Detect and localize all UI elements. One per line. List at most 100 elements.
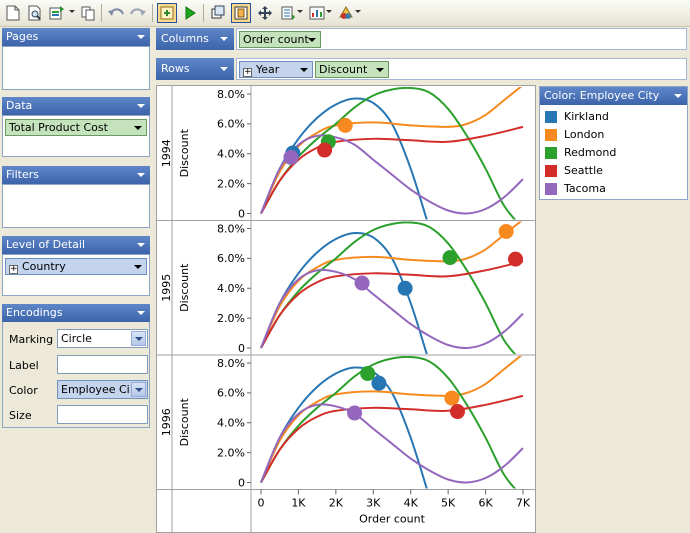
chevron-down-icon[interactable] — [376, 68, 384, 72]
chevron-down-icon[interactable] — [137, 35, 145, 39]
columns-field-label: Order count — [243, 33, 309, 46]
data-point-seattle-1995 — [508, 251, 524, 267]
trend-line-redmond — [260, 87, 517, 220]
layout-icon[interactable] — [307, 3, 327, 23]
trend-line-london — [260, 221, 523, 349]
export-icon[interactable] — [47, 3, 67, 23]
data-point-london-1996 — [444, 390, 460, 406]
chevron-down-icon[interactable] — [134, 126, 142, 130]
rows-discount-pill[interactable]: Discount — [315, 61, 389, 78]
y-tick-label: 4.0% — [217, 417, 245, 430]
color-field[interactable]: Employee Ci... — [57, 380, 148, 399]
y-tick-label: 4.0% — [217, 148, 245, 161]
columns-shelf[interactable]: Order count — [236, 28, 687, 50]
new-document-icon[interactable] — [3, 3, 23, 23]
legend-label: Tacoma — [564, 182, 606, 195]
chevron-down-icon[interactable] — [131, 331, 146, 346]
export-dropdown-arrow[interactable] — [69, 10, 75, 13]
pages-drop-area[interactable] — [2, 46, 150, 90]
y-axis-title: Discount — [178, 263, 191, 312]
data-point-london-1994 — [337, 117, 353, 133]
data-point-kirkland-1996 — [371, 375, 387, 391]
sort-icon[interactable] — [278, 3, 298, 23]
marking-select[interactable]: Circle — [57, 329, 148, 348]
filters-panel-header[interactable]: Filters — [2, 166, 150, 184]
rows-year-pill[interactable]: + Year — [239, 61, 313, 78]
columns-field-pill[interactable]: Order count — [239, 31, 321, 48]
data-drop-area[interactable]: Total Product Cost — [2, 115, 150, 157]
chevron-down-icon[interactable] — [131, 382, 146, 397]
data-field-pill[interactable]: Total Product Cost — [5, 119, 147, 136]
chevron-down-icon[interactable] — [137, 104, 145, 108]
label-field[interactable] — [57, 355, 148, 374]
y-axis-title: Discount — [178, 397, 191, 446]
data-panel-title: Data — [6, 99, 33, 112]
detail-field-pill[interactable]: + Country — [5, 258, 147, 275]
trend-line-tacoma — [260, 268, 524, 350]
run-icon[interactable] — [180, 3, 200, 23]
columns-shelf-header[interactable]: Columns — [156, 28, 234, 50]
filters-drop-area[interactable] — [2, 184, 150, 228]
copy-icon[interactable] — [78, 3, 98, 23]
size-field[interactable] — [57, 405, 148, 424]
legend-item-seattle[interactable]: Seattle — [545, 164, 603, 178]
y-tick-label: 2.0% — [217, 312, 245, 325]
rows-shelf[interactable]: + Year Discount — [236, 58, 687, 80]
y-tick-label: 0 — [238, 207, 245, 220]
chevron-down-icon[interactable] — [137, 173, 145, 177]
trend-line-london — [260, 356, 523, 483]
undo-icon[interactable] — [106, 3, 126, 23]
y-tick-label: 0 — [238, 476, 245, 489]
trend-line-redmond — [260, 221, 517, 354]
rows-shelf-title: Rows — [161, 62, 190, 75]
chevron-down-icon[interactable] — [134, 265, 142, 269]
chevron-down-icon[interactable] — [308, 38, 316, 42]
visualization-area[interactable]: 1994 Discount 0 2.0% 4.0% 6.0% 8.0% 1995 Discoun… — [156, 85, 536, 533]
marking-value: Circle — [61, 332, 92, 345]
palette-icon[interactable] — [336, 3, 356, 23]
chevron-down-icon[interactable] — [674, 94, 682, 98]
legend-item-london[interactable]: London — [545, 128, 604, 142]
trend-line-kirkland — [260, 366, 428, 489]
swap-axes-icon[interactable] — [208, 3, 228, 23]
redo-icon[interactable] — [128, 3, 148, 23]
legend-header[interactable]: Color: Employee City — [540, 87, 687, 105]
chevron-down-icon[interactable] — [220, 67, 228, 71]
data-point-kirkland-1995 — [397, 280, 413, 296]
layout-dropdown-arrow[interactable] — [326, 10, 332, 13]
trellis-chart[interactable]: 1994 Discount 0 2.0% 4.0% 6.0% 8.0% 1995 Discoun… — [157, 86, 535, 532]
fit-view-icon[interactable] — [231, 3, 251, 23]
year-label: 1995 — [160, 274, 173, 302]
trend-line-redmond — [260, 356, 517, 489]
trend-line-london — [260, 87, 523, 214]
legend-item-tacoma[interactable]: Tacoma — [545, 182, 606, 196]
pages-panel-title: Pages — [6, 30, 39, 43]
legend-label: London — [564, 128, 605, 141]
pan-icon[interactable] — [255, 3, 275, 23]
import-data-icon[interactable] — [157, 3, 177, 23]
toolbar-separator — [203, 4, 204, 22]
legend-item-kirkland[interactable]: Kirkland — [545, 110, 609, 124]
trend-line-seattle — [260, 125, 524, 214]
expand-icon[interactable]: + — [243, 67, 252, 77]
year-label: 1994 — [160, 139, 173, 167]
chevron-down-icon[interactable] — [300, 68, 308, 72]
print-preview-icon[interactable] — [25, 3, 45, 23]
pages-panel-header[interactable]: Pages — [2, 28, 150, 46]
sort-dropdown-arrow[interactable] — [297, 10, 303, 13]
level-of-detail-drop-area[interactable]: + Country — [2, 254, 150, 296]
chevron-down-icon[interactable] — [137, 243, 145, 247]
x-tick-label: 0 — [258, 497, 265, 510]
chevron-down-icon[interactable] — [220, 37, 228, 41]
expand-icon[interactable]: + — [9, 264, 18, 274]
legend-label: Redmond — [564, 146, 617, 159]
encodings-panel-header[interactable]: Encodings — [2, 304, 150, 322]
chevron-down-icon[interactable] — [137, 311, 145, 315]
legend-item-redmond[interactable]: Redmond — [545, 146, 616, 160]
level-of-detail-panel-header[interactable]: Level of Detail — [2, 236, 150, 254]
rows-shelf-header[interactable]: Rows — [156, 58, 234, 80]
palette-dropdown-arrow[interactable] — [355, 10, 361, 13]
trend-line-seattle — [260, 394, 524, 483]
data-field-label: Total Product Cost — [9, 121, 108, 134]
data-panel-header[interactable]: Data — [2, 97, 150, 115]
